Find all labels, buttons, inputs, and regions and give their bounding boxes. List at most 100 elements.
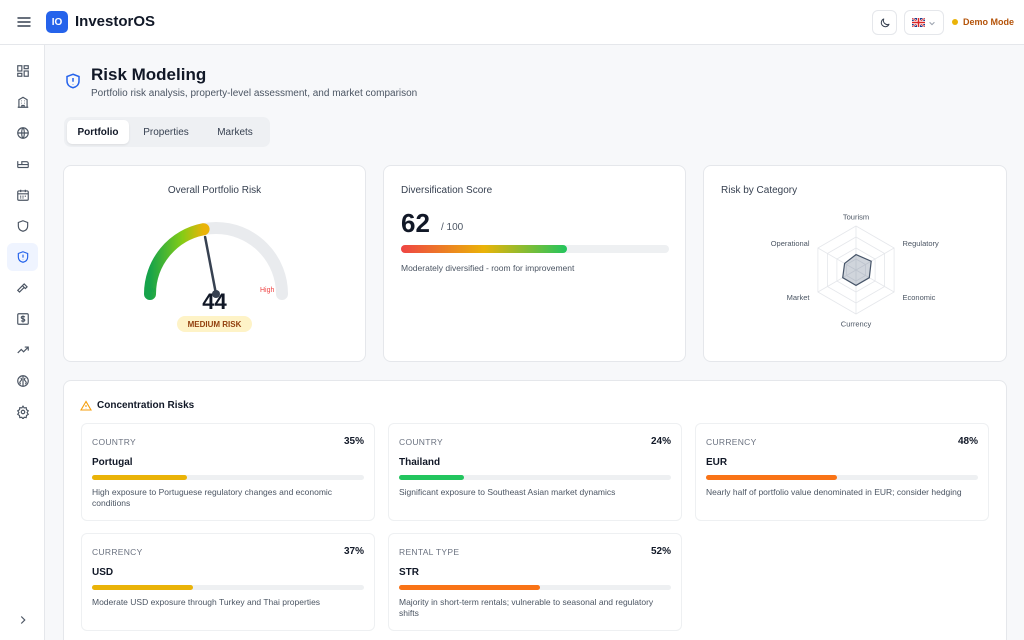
concentration-item-thailand: COUNTRY 24% Thailand Significant exposur… — [388, 423, 682, 521]
sidebar-item-rentals[interactable] — [7, 150, 38, 178]
warning-icon — [80, 399, 92, 417]
dollar-icon — [16, 313, 29, 325]
concentration-percent: 52% — [650, 546, 671, 557]
moon-icon — [880, 18, 889, 27]
dashboard-icon — [16, 65, 29, 77]
concentration-item-str: RENTAL TYPE 52% STR Majority in short-te… — [388, 533, 682, 631]
concentration-description: Nearly half of portfolio value denominat… — [706, 487, 962, 497]
sidebar-item-markets[interactable] — [7, 119, 38, 147]
gauge-fill — [144, 223, 210, 300]
concentration-type: COUNTRY — [399, 437, 443, 447]
sidebar-item-calendar[interactable] — [7, 181, 38, 209]
diversification-max: / 100 — [441, 222, 464, 233]
sidebar-item-finance[interactable] — [7, 305, 38, 333]
diversification-bar-track — [401, 245, 669, 253]
status-dot — [952, 19, 958, 25]
concentration-percent: 35% — [343, 436, 364, 447]
radar-axis-label: Operational — [771, 239, 810, 248]
risk-gauge: w High — [144, 222, 288, 300]
sidebar-item-properties[interactable] — [7, 88, 38, 116]
language-select[interactable] — [904, 10, 944, 35]
tab-portfolio[interactable]: Portfolio — [67, 120, 129, 144]
chevron-down-icon — [929, 21, 935, 25]
gauge-high-label: High — [260, 287, 275, 294]
concentration-description: Moderate USD exposure through Turkey and… — [92, 597, 321, 607]
concentration-type: COUNTRY — [92, 437, 136, 447]
tab-bar: Portfolio Properties Markets — [64, 117, 270, 147]
gauge-pivot — [212, 290, 220, 298]
calendar-icon — [16, 189, 29, 201]
concentration-bar-track — [92, 475, 364, 480]
risk-radar-chart: Tourism Regulatory Economic Currency Market O… — [771, 212, 940, 329]
risk-level-badge: MEDIUM RISK — [177, 316, 252, 332]
top-bar: IO InvestorOS Demo Mode — [0, 0, 1024, 45]
sidebar — [0, 45, 45, 640]
hammer-icon — [16, 283, 28, 293]
radar-axis-line — [817, 269, 857, 293]
radar-axis-line — [817, 247, 857, 271]
concentration-item-portugal: COUNTRY 35% Portugal High exposure to Po… — [81, 423, 375, 521]
radar-axis-line — [855, 247, 895, 271]
concentration-percent: 48% — [957, 436, 978, 447]
concentration-bar-track — [92, 585, 364, 590]
sidebar-item-settings[interactable] — [7, 398, 38, 426]
brain-icon — [16, 375, 29, 387]
concentration-risks-card: Concentration Risks COUNTRY 35% Portugal… — [63, 380, 1007, 640]
diversification-score: 62 — [401, 208, 430, 238]
concentration-item-usd: CURRENCY 37% USD Moderate USD exposure t… — [81, 533, 375, 631]
radar-axis-label: Tourism — [843, 212, 869, 221]
sidebar-item-renovations[interactable] — [7, 274, 38, 302]
sidebar-item-ai[interactable] — [7, 367, 38, 395]
chevron-right-icon — [20, 616, 26, 624]
concentration-name: EUR — [706, 457, 728, 468]
concentration-item-eur: CURRENCY 48% EUR Nearly half of portfoli… — [695, 423, 989, 521]
concentration-bar-track — [706, 475, 978, 480]
radar-axis-line — [855, 269, 895, 293]
concentration-type: CURRENCY — [706, 437, 757, 447]
page-subtitle: Portfolio risk analysis, property-level … — [91, 88, 418, 99]
concentration-name: Thailand — [399, 457, 441, 468]
concentration-title: Concentration Risks — [97, 400, 195, 411]
concentration-name: Portugal — [92, 457, 133, 468]
menu-icon[interactable] — [14, 12, 34, 32]
sidebar-item-insurance[interactable] — [7, 212, 38, 240]
concentration-bar-track — [399, 585, 671, 590]
concentration-description: Majority in short-term rentals; vulnerab… — [399, 597, 654, 618]
shield-icon — [17, 220, 28, 232]
app-logo[interactable]: IO — [46, 11, 68, 33]
diversification-bar-fill — [401, 245, 568, 253]
concentration-name: STR — [399, 567, 419, 578]
diversification-description: Moderately diversified - room for improv… — [401, 263, 575, 273]
trending-up-icon — [16, 346, 29, 354]
concentration-description: Significant exposure to Southeast Asian … — [399, 487, 616, 497]
concentration-bar-fill — [92, 475, 188, 480]
sidebar-item-dashboard[interactable] — [7, 57, 38, 85]
shield-alert-icon — [64, 71, 82, 96]
tab-properties[interactable]: Properties — [143, 126, 189, 138]
tab-markets[interactable]: Markets — [217, 126, 253, 138]
theme-toggle-button[interactable] — [872, 10, 897, 35]
app-name[interactable]: InvestorOS — [75, 13, 156, 30]
concentration-description: High exposure to Portuguese regulatory c… — [92, 487, 333, 508]
demo-mode-indicator: Demo Mode — [952, 17, 1014, 27]
radar-axis-label: Regulatory — [903, 239, 940, 248]
overall-risk-title: Overall Portfolio Risk — [167, 185, 262, 196]
demo-mode-label: Demo Mode — [963, 17, 1015, 27]
radar-axis-label: Currency — [841, 320, 872, 329]
overall-risk-card: Overall Portfolio Risk w High 44 MEDIUM … — [63, 165, 366, 362]
sidebar-collapse-button[interactable] — [7, 606, 38, 634]
radar-axis-label: Economic — [903, 293, 936, 302]
sidebar-item-performance[interactable] — [7, 336, 38, 364]
uk-flag-icon — [912, 18, 925, 27]
concentration-bar-fill — [399, 585, 541, 590]
risk-category-title: Risk by Category — [721, 185, 798, 196]
building-icon — [17, 96, 28, 108]
concentration-percent: 24% — [650, 436, 671, 447]
gauge-needle — [203, 235, 218, 296]
sidebar-item-risk[interactable] — [7, 243, 38, 271]
diversification-card: Diversification Score 62 / 100 Moderatel… — [383, 165, 686, 362]
radar-data-polygon — [842, 253, 872, 287]
concentration-bar-fill — [399, 475, 465, 480]
concentration-bar-fill — [706, 475, 837, 480]
concentration-name: USD — [92, 567, 114, 578]
